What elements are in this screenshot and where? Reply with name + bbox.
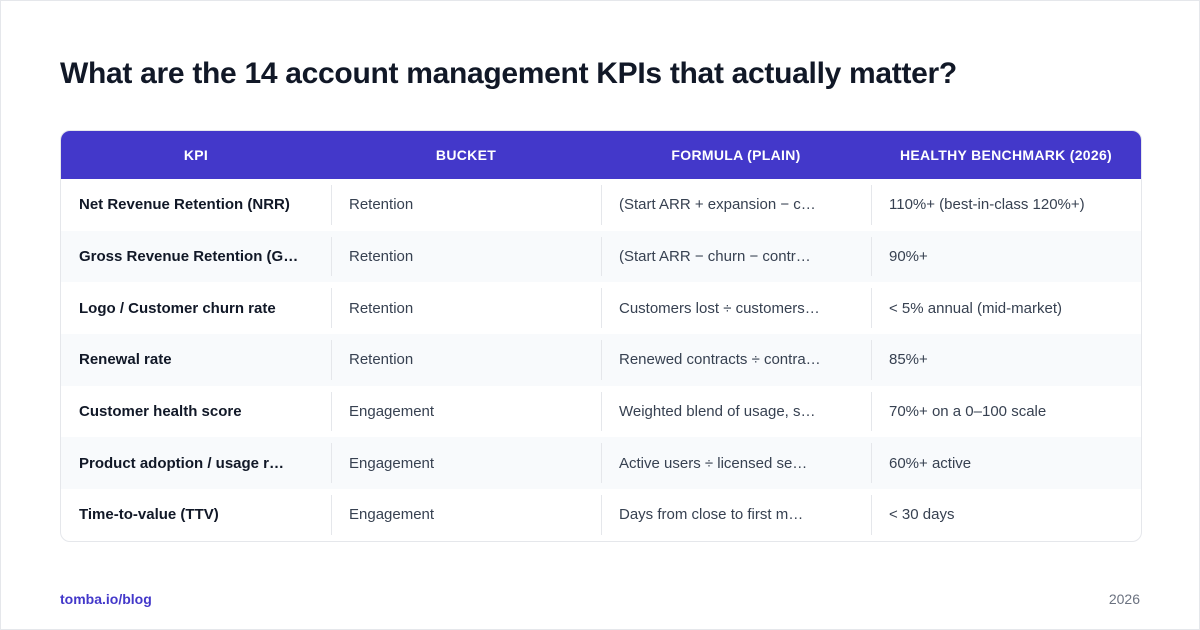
year: 2026 <box>1108 591 1140 607</box>
table-cell: Engagement <box>331 386 601 438</box>
header-row: KPI BUCKET FORMULA (PLAIN) HEALTHY BENCHMAR… <box>61 131 1141 179</box>
table-cell: < 30 days <box>871 489 1141 541</box>
table-cell: Product adoption / usage r… <box>61 437 331 490</box>
table-cell: Days from close to first m… <box>601 489 871 541</box>
table-cell: Time-to-value (TTV) <box>79 506 219 524</box>
table-cell: Active users ÷ licensed se… <box>601 437 871 490</box>
table-cell: Retention <box>331 282 601 334</box>
table-cell: 110%+ (best-in-class 120%+) <box>871 179 1141 231</box>
table-cell: Retention <box>331 334 601 386</box>
table-row: Gross Revenue Retention (G… Retention (Sta… <box>61 230 1141 283</box>
table-cell: Retention <box>331 179 601 231</box>
table: KPI BUCKET FORMULA (PLAIN) HEALTHY BENCHMAR… <box>61 131 1141 541</box>
table-row: Renewal rate Retention Renewed contracts ÷… <box>61 334 1141 386</box>
table-cell: Engagement <box>331 489 601 541</box>
column-header: FORMULA (PLAIN) <box>601 131 871 179</box>
table-cell: 85%+ <box>871 334 1141 386</box>
column-header: HEALTHY BENCHMARK (2026) <box>871 131 1141 179</box>
table-cell: Gross Revenue Retention (G… <box>61 230 331 283</box>
column-header: KPI <box>61 131 331 179</box>
table-cell: Weighted blend of usage, s… <box>601 386 871 438</box>
table-row: Customer health score Engagement Weighted … <box>61 386 1141 438</box>
table-cell: (Start ARR + expansion − c… <box>601 179 871 231</box>
source-link[interactable]: tomba.io/blog <box>60 591 152 607</box>
table-cell: 90%+ <box>871 230 1141 283</box>
table-row: Time-to-value (TTV) Engagement Days from c… <box>61 489 1141 541</box>
table-cell: < 5% annual (mid-market) <box>871 282 1141 334</box>
table-cell: Retention <box>331 230 601 283</box>
table-cell: 60%+ active <box>871 437 1141 490</box>
table-row: Product adoption / usage r… Engagement Act… <box>61 437 1141 490</box>
table-cell: Logo / Customer churn rate <box>79 299 276 317</box>
column-header: BUCKET <box>331 131 601 179</box>
table-cell: Renewed contracts ÷ contra… <box>601 334 871 386</box>
table-cell: Customer health score <box>79 403 242 421</box>
table-row: Logo / Customer churn rate Retention Custo… <box>61 282 1141 334</box>
table-cell: Renewal rate <box>61 334 331 386</box>
title: What are the 14 account management KPIs … <box>60 57 957 90</box>
table-row: Net Revenue Retention (NRR) Retention (Sta… <box>61 179 1141 231</box>
table-cell: Customers lost ÷ customers… <box>601 282 871 334</box>
table-cell: Net Revenue Retention (NRR) <box>79 196 290 214</box>
table-card: KPI BUCKET FORMULA (PLAIN) HEALTHY BENCHMAR… <box>60 130 1142 542</box>
table-cell: Engagement <box>331 437 601 490</box>
table-cell: (Start ARR − churn − contr… <box>601 230 871 283</box>
table-cell: 70%+ on a 0–100 scale <box>871 386 1141 438</box>
